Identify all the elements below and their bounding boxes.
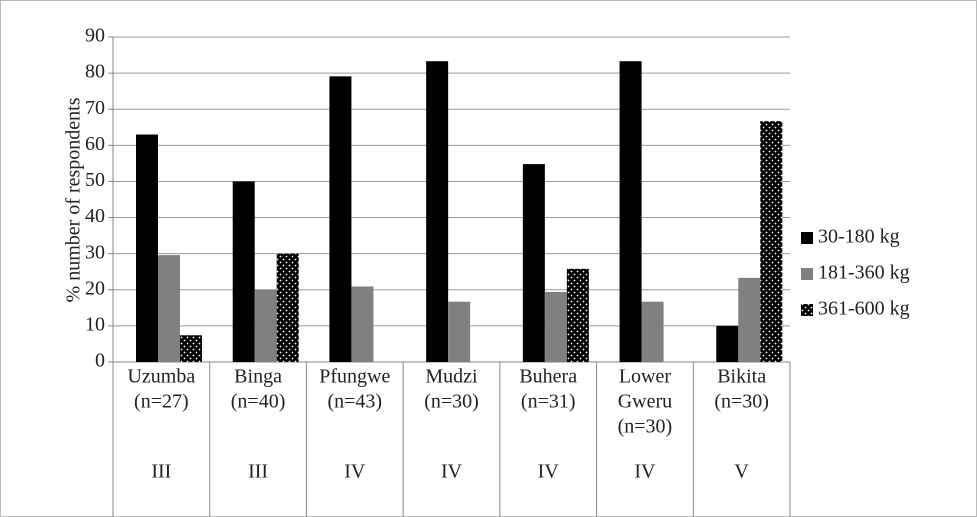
x-group-label: IV [634,461,656,483]
legend-swatch [801,232,813,244]
bar [180,335,202,362]
x-tick-label: Pfungwe [319,366,390,388]
bar [276,253,299,362]
x-tick-label: (n=30) [424,391,479,413]
legend-swatch [801,304,813,316]
legend-label: 30-180 kg [818,226,900,248]
x-tick-label: Buhera [519,366,577,388]
x-tick-label: (n=43) [327,391,382,413]
bar [619,61,642,362]
x-tick-label: (n=27) [134,391,189,413]
bar [329,76,352,362]
x-tick-label: (n=30) [714,391,769,413]
y-tick-label: 0 [95,350,105,372]
bar [522,164,545,362]
x-tick-label: Gweru [618,391,672,413]
x-group-label: III [248,461,268,483]
x-tick-label: (n=40) [231,391,286,413]
bar [566,268,589,362]
bar [158,255,180,362]
y-tick-label: 60 [85,133,105,155]
y-axis-label: % number of respondents [63,97,85,302]
bar [254,289,277,362]
y-tick-label: 80 [85,61,105,83]
bar [448,301,471,362]
bar [232,181,255,362]
x-tick-label: Uzumba [127,366,195,388]
bar [716,325,739,362]
y-tick-label: 90 [85,25,105,47]
x-tick-label: Binga [234,366,282,388]
x-group-label: IV [344,461,366,483]
y-tick-label: 40 [85,205,105,227]
y-tick-label: 70 [85,97,105,119]
bar [641,301,664,362]
legend-label: 181-360 kg [818,262,910,284]
y-tick-label: 30 [85,241,105,263]
bar [136,134,158,362]
y-tick-label: 20 [85,277,105,299]
x-group-label: V [734,461,749,483]
bar [544,291,567,362]
legend-swatch [801,268,813,280]
x-tick-label: (n=30) [618,416,673,438]
x-tick-label: Mudzi [425,366,478,388]
x-tick-label: (n=31) [521,391,576,413]
x-group-label: IV [538,461,560,483]
x-tick-label: Bikita [717,366,766,388]
x-tick-label: Lower [619,366,672,388]
x-group-label: IV [441,461,463,483]
bar [738,277,761,362]
y-tick-label: 10 [85,313,105,335]
bar [426,61,449,362]
y-tick-label: 50 [85,169,105,191]
legend-label: 361-600 kg [818,298,910,320]
bar [760,121,783,362]
bar [351,286,374,362]
x-group-label: III [151,461,171,483]
